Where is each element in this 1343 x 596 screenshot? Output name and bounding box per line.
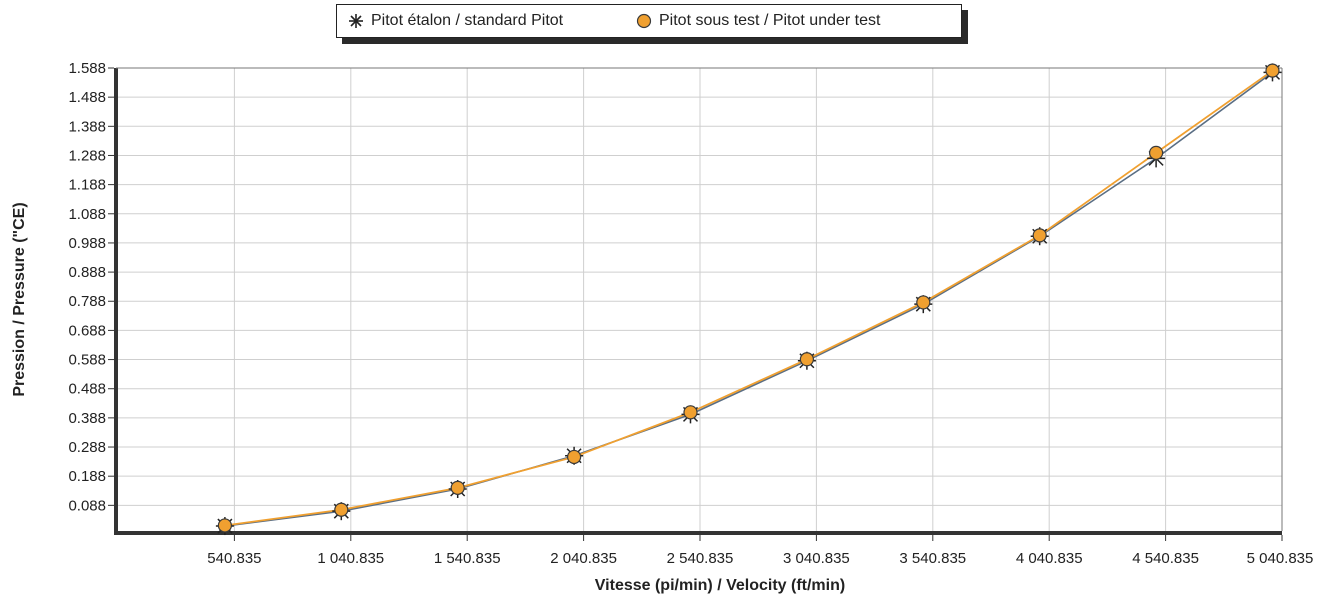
grid: [118, 67, 1283, 531]
pitot-under-test-point: [217, 518, 232, 533]
x-tick-label: 4 040.835: [1016, 550, 1083, 567]
y-axis-title: Pression / Pressure ("CE): [11, 202, 28, 396]
pitot-under-test-point: [916, 295, 931, 310]
legend-entry-pitot-under-test: Pitot sous test / Pitot under test: [635, 12, 880, 30]
tick-labels: 0.088 0.188 0.288 0.388 0.488 0.588 0.688 0.788…: [68, 60, 1313, 567]
y-tick-label: 0.788: [68, 293, 106, 310]
y-tick-label: 0.288: [68, 439, 106, 456]
y-tick-label: 0.988: [68, 235, 106, 252]
y-tick-label: 1.088: [68, 206, 106, 223]
pitot-under-test-point: [450, 480, 465, 495]
x-tick-label: 5 040.835: [1247, 550, 1314, 567]
circle-marker-icon: [636, 13, 652, 29]
pitot-under-test-point: [334, 502, 349, 517]
x-tick-label: 2 540.835: [667, 550, 734, 567]
x-axis-title: Vitesse (pi/min) / Velocity (ft/min): [595, 577, 845, 594]
pitot-under-test-point: [799, 352, 814, 367]
legend-entry-standard-pitot: Pitot étalon / standard Pitot: [347, 12, 563, 30]
x-tick-label: 3 540.835: [899, 550, 966, 567]
pitot-under-test-point: [1265, 63, 1280, 78]
pitot-under-test-point: [1032, 228, 1047, 243]
legend: Pitot étalon / standard Pitot Pitot sous…: [336, 4, 962, 38]
y-tick-label: 1.388: [68, 118, 106, 135]
y-tick-label: 0.688: [68, 322, 106, 339]
pitot-under-test-point: [1148, 145, 1164, 160]
legend-label-standard-pitot: Pitot étalon / standard Pitot: [371, 12, 564, 29]
x-tick-label: 3 040.835: [783, 550, 850, 567]
x-tick-label: 1 540.835: [434, 550, 501, 567]
pitot-under-test-point: [566, 449, 582, 465]
y-tick-label: 0.388: [68, 410, 106, 427]
y-tick-label: 1.188: [68, 177, 106, 194]
y-tick-label: 0.088: [68, 497, 106, 514]
axes: [108, 67, 1283, 541]
y-tick-label: 1.588: [68, 60, 106, 77]
x-tick-label: 1 040.835: [317, 550, 384, 567]
x-tick-label: 2 040.835: [550, 550, 617, 567]
x-tick-label: 540.835: [207, 550, 261, 567]
series-line-standard-pitot: [224, 71, 1273, 527]
asterisk-marker-icon: [349, 14, 363, 28]
x-tick-label: 4 540.835: [1132, 550, 1199, 567]
y-tick-label: 0.588: [68, 352, 106, 369]
series-area: [215, 63, 1282, 536]
y-tick-label: 1.288: [68, 147, 106, 164]
y-tick-label: 0.888: [68, 264, 106, 281]
pitot-under-test-point: [683, 405, 698, 420]
y-tick-label: 1.488: [68, 89, 106, 106]
y-tick-label: 0.488: [68, 381, 106, 398]
legend-label-pitot-under-test: Pitot sous test / Pitot under test: [659, 12, 881, 29]
y-tick-label: 0.188: [68, 468, 106, 485]
series-line-pitot-under-test: [224, 69, 1274, 527]
